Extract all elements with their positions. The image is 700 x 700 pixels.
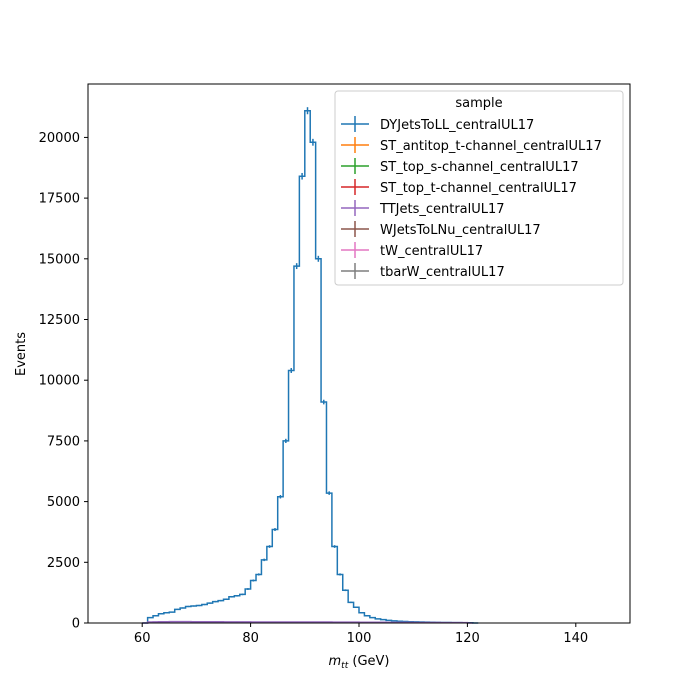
legend-entry: TTJets_centralUL17: [341, 200, 505, 217]
x-axis-ticks: 60 80 100 120 140: [134, 623, 588, 646]
plot-frame: [87, 83, 631, 624]
legend-box: [334, 90, 624, 286]
legend-entry: tbarW_centralUL17: [341, 263, 505, 280]
legend-label: tbarW_centralUL17: [380, 265, 505, 280]
y-tick-label: 7500: [47, 434, 80, 449]
legend-entry: ST_top_s-channel_centralUL17: [341, 158, 579, 175]
legend-label: DYJetsToLL_centralUL17: [380, 118, 534, 133]
legend-label: WJetsToLNu_centralUL17: [380, 223, 541, 238]
y-tick-label: 17500: [39, 192, 80, 207]
legend-title: sample: [455, 96, 502, 111]
y-tick-label: 2500: [47, 556, 80, 571]
x-axis-label: mtt (GeV): [329, 654, 390, 671]
legend-label: ST_antitop_t-channel_centralUL17: [380, 139, 602, 154]
legend-entries: DYJetsToLL_centralUL17 ST_antitop_t-chann…: [341, 116, 602, 280]
x-tick-label: 80: [242, 631, 259, 646]
legend-label: ST_top_t-channel_centralUL17: [380, 181, 577, 196]
legend-label: tW_centralUL17: [380, 244, 483, 259]
y-axis-ticks: 0 2500 5000 7500 10000 12500 15000 17500 20000: [39, 131, 88, 632]
legend-entry: WJetsToLNu_centralUL17: [341, 221, 541, 238]
y-tick-label: 5000: [47, 495, 80, 510]
y-tick-label: 20000: [39, 131, 80, 146]
legend-label: TTJets_centralUL17: [379, 202, 505, 217]
x-tick-label: 140: [563, 631, 588, 646]
legend-entry: DYJetsToLL_centralUL17: [341, 116, 534, 133]
y-tick-label: 12500: [39, 313, 80, 328]
y-tick-label: 15000: [39, 252, 80, 267]
legend-entry: ST_antitop_t-channel_centralUL17: [341, 137, 602, 154]
y-axis-label: Events: [14, 332, 29, 376]
legend-label: ST_top_s-channel_centralUL17: [380, 160, 579, 175]
y-tick-label: 10000: [39, 374, 80, 389]
legend: sample DYJetsToLL_centralUL17 ST_antitop_…: [334, 90, 624, 286]
legend-entry: ST_top_t-channel_centralUL17: [341, 179, 577, 196]
x-tick-label: 60: [134, 631, 151, 646]
y-tick-label: 0: [72, 617, 80, 632]
x-tick-label: 100: [347, 631, 372, 646]
x-tick-label: 120: [455, 631, 480, 646]
legend-entry: tW_centralUL17: [341, 242, 483, 259]
